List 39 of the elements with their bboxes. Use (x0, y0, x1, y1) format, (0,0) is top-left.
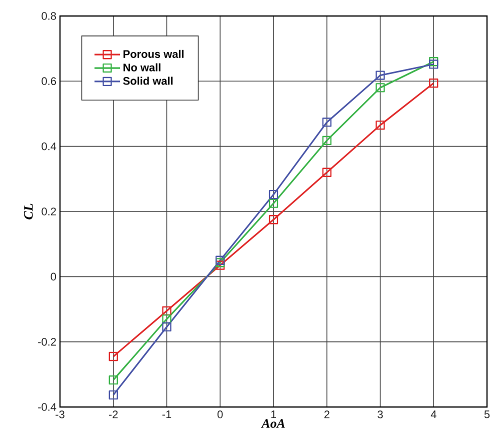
x-axis-title: AoA (260, 419, 285, 428)
x-tick-label: 4 (430, 410, 436, 418)
point (376, 70, 385, 80)
y-tick-label: 0.6 (42, 77, 56, 86)
point (268, 215, 278, 224)
x-tick-label: 5 (484, 410, 490, 418)
x-tick-label: -3 (56, 410, 64, 418)
legend-label: No wall (124, 63, 160, 72)
y-tick-label: -0.4 (38, 403, 56, 411)
point (376, 83, 385, 92)
point (322, 168, 332, 177)
point (162, 322, 172, 332)
point (268, 190, 278, 200)
y-tick-label: 0.4 (42, 142, 56, 150)
x-tick-label: 0 (218, 410, 223, 418)
point (162, 314, 172, 324)
legend-label: Porous wall (124, 50, 184, 58)
point (322, 118, 332, 127)
point (216, 256, 225, 265)
y-axis-title: CL (24, 204, 33, 220)
x-tick-label: 2 (324, 410, 330, 418)
y-tick-label: -0.2 (38, 338, 56, 346)
point (108, 375, 118, 385)
point (108, 390, 118, 400)
y-tick-label: 0 (50, 272, 56, 281)
x-tick-label: 1 (271, 410, 276, 418)
point (322, 136, 332, 146)
point (429, 60, 438, 69)
point (162, 306, 172, 316)
legend-label: Solid wall (123, 76, 173, 85)
point (108, 352, 118, 362)
y-tick-label: 0.8 (42, 12, 56, 20)
x-tick-label: -1 (162, 410, 172, 418)
point (429, 78, 438, 88)
x-tick-label: -2 (108, 410, 118, 418)
point (268, 198, 278, 208)
y-tick-label: 0.2 (42, 208, 56, 216)
point (376, 120, 385, 130)
x-tick-label: 3 (378, 410, 383, 418)
